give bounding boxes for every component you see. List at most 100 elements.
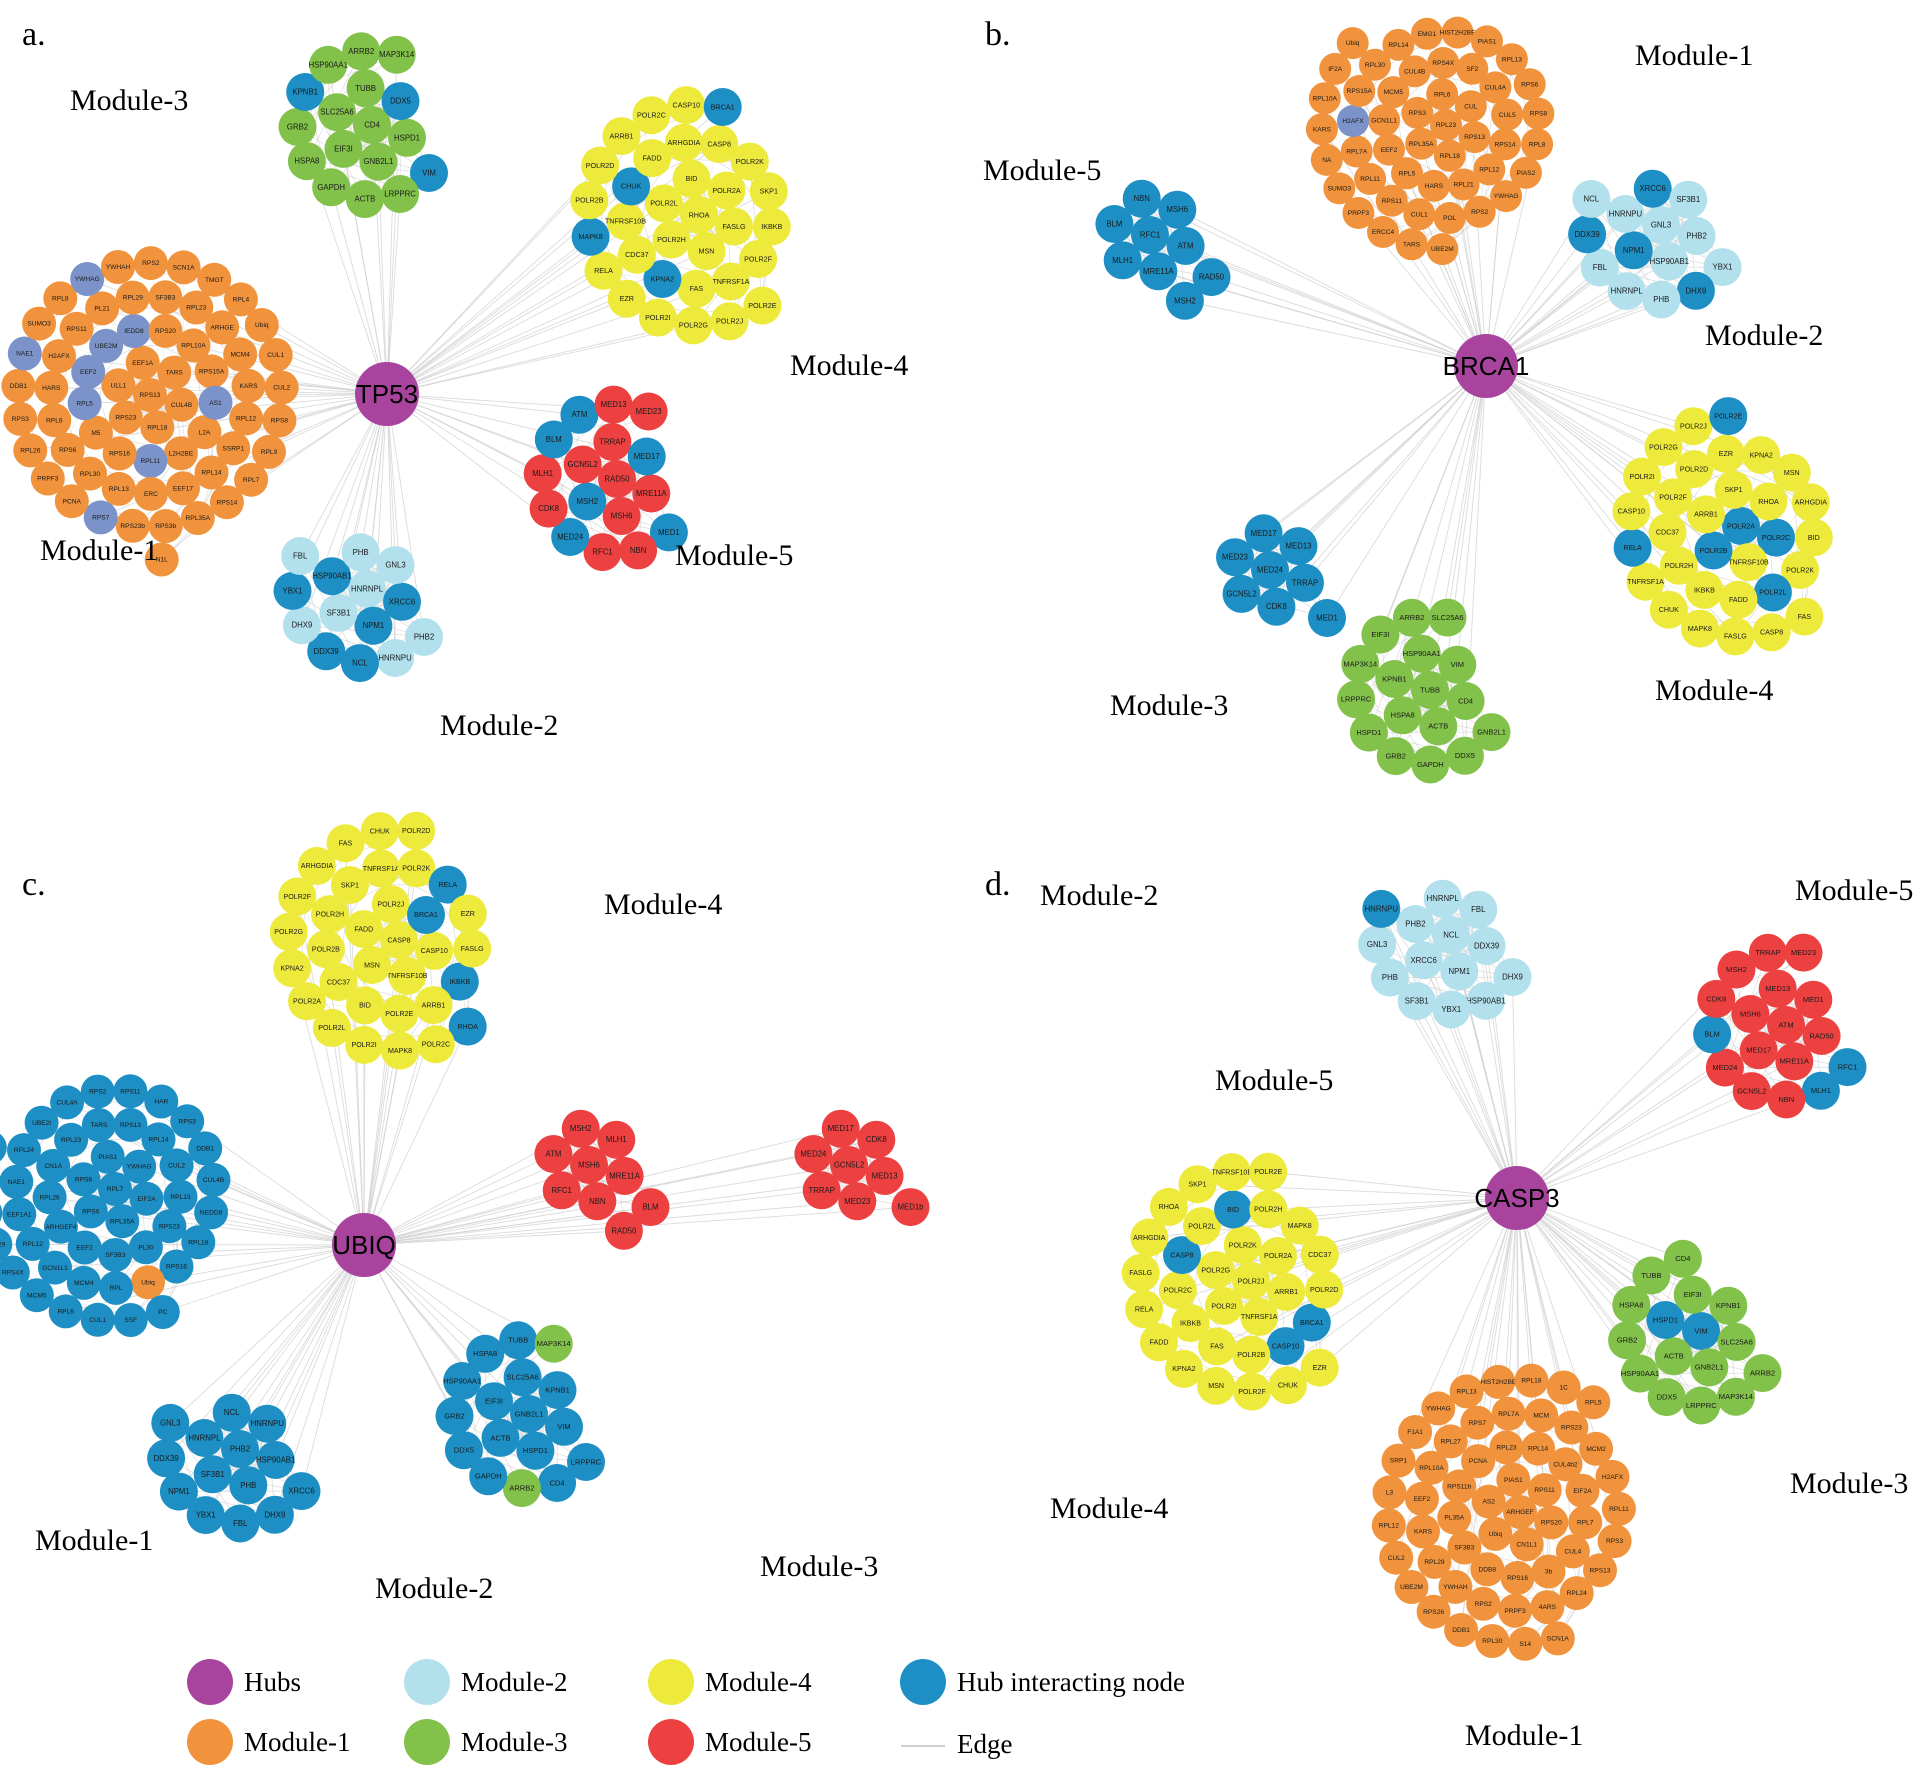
svg-text:GAPDH: GAPDH	[475, 1472, 502, 1481]
svg-text:RPL14: RPL14	[1388, 42, 1408, 49]
svg-text:KARS: KARS	[1313, 126, 1332, 133]
svg-text:FASLG: FASLG	[722, 222, 746, 231]
svg-text:MED24: MED24	[1712, 1063, 1737, 1072]
svg-text:ACTB: ACTB	[1428, 722, 1448, 731]
svg-text:NPM1: NPM1	[363, 621, 385, 630]
svg-text:CUL1: CUL1	[89, 1317, 106, 1324]
svg-text:PHB: PHB	[1653, 295, 1669, 304]
svg-text:CUL1: CUL1	[267, 352, 284, 359]
svg-text:RPS23: RPS23	[115, 415, 136, 422]
svg-text:AS1: AS1	[209, 400, 222, 407]
svg-text:RPL26: RPL26	[40, 1194, 60, 1201]
svg-text:RPS3: RPS3	[1606, 1538, 1624, 1545]
svg-text:ARHGDIA: ARHGDIA	[301, 862, 334, 870]
svg-text:KPNB1: KPNB1	[1716, 1301, 1741, 1310]
svg-text:TNFRSF10B: TNFRSF10B	[387, 972, 428, 980]
svg-text:TUBB: TUBB	[508, 1336, 528, 1345]
svg-text:MCM: MCM	[1533, 1413, 1549, 1420]
svg-text:RPS3: RPS3	[1409, 110, 1427, 117]
svg-text:RPS23b: RPS23b	[120, 523, 145, 530]
svg-text:RPL29: RPL29	[1424, 1559, 1444, 1566]
svg-text:Module-3: Module-3	[1110, 689, 1228, 722]
svg-text:MSH6: MSH6	[1166, 205, 1188, 214]
svg-text:PHB2: PHB2	[414, 633, 434, 642]
svg-text:ARHGDIA: ARHGDIA	[1133, 1234, 1166, 1242]
svg-text:HNRNPL: HNRNPL	[1427, 894, 1460, 903]
svg-text:RPL13: RPL13	[170, 1194, 190, 1201]
svg-text:EEF2: EEF2	[1381, 147, 1398, 154]
svg-text:PHB2: PHB2	[1405, 920, 1425, 929]
svg-text:EZR: EZR	[1719, 450, 1733, 458]
svg-text:POLR2F: POLR2F	[1238, 1388, 1266, 1396]
svg-text:MAPK8: MAPK8	[1688, 625, 1712, 633]
svg-text:RPS7: RPS7	[1469, 1420, 1487, 1427]
svg-text:RPL29: RPL29	[0, 1242, 6, 1249]
svg-text:MED23: MED23	[1222, 553, 1248, 562]
svg-text:TNFRSF1A: TNFRSF1A	[363, 865, 400, 873]
svg-text:HSPA8: HSPA8	[473, 1349, 497, 1358]
svg-text:EZR: EZR	[620, 294, 634, 303]
svg-text:MLH1: MLH1	[606, 1135, 627, 1144]
svg-text:RPS3: RPS3	[12, 416, 30, 423]
svg-text:RAD50: RAD50	[1199, 273, 1225, 282]
svg-text:TNFRSF1A: TNFRSF1A	[1241, 1313, 1278, 1321]
svg-text:POLR2D: POLR2D	[1680, 465, 1708, 473]
svg-text:GNB2L1: GNB2L1	[1477, 728, 1506, 737]
svg-text:RPS8: RPS8	[271, 418, 289, 425]
svg-text:RPL: RPL	[109, 1285, 122, 1292]
svg-text:Module-3: Module-3	[461, 1727, 567, 1757]
svg-text:Ubiq: Ubiq	[141, 1279, 155, 1286]
svg-text:NBN: NBN	[589, 1197, 605, 1206]
svg-text:MRE11A: MRE11A	[609, 1172, 640, 1181]
svg-text:NCL: NCL	[1443, 931, 1459, 940]
svg-text:RPS3b: RPS3b	[155, 523, 176, 530]
svg-text:CUL4b2: CUL4b2	[1553, 1461, 1578, 1468]
svg-text:POLR2I: POLR2I	[645, 313, 671, 322]
svg-text:BRCA1: BRCA1	[1300, 1319, 1324, 1327]
svg-text:TRRAP: TRRAP	[599, 438, 625, 447]
svg-text:XRCC6: XRCC6	[288, 1487, 314, 1496]
svg-text:TUBB: TUBB	[355, 84, 376, 93]
svg-text:MSN: MSN	[1784, 469, 1800, 477]
svg-text:YWHAG: YWHAG	[127, 1164, 152, 1171]
svg-text:POLR2I: POLR2I	[1211, 1302, 1236, 1310]
svg-text:KPNB1: KPNB1	[1382, 674, 1407, 683]
svg-text:CUL4A: CUL4A	[1485, 85, 1507, 92]
svg-text:RPL5: RPL5	[76, 400, 93, 407]
svg-text:RPL7A: RPL7A	[1346, 149, 1367, 156]
svg-text:FAS: FAS	[1210, 1343, 1224, 1351]
svg-text:TRRAP: TRRAP	[1755, 948, 1780, 957]
svg-text:RPL10A: RPL10A	[1419, 1465, 1444, 1472]
svg-text:Module-3: Module-3	[760, 1550, 878, 1583]
svg-text:Module-2: Module-2	[440, 709, 558, 742]
svg-text:PL30: PL30	[138, 1244, 154, 1251]
svg-text:SRP1: SRP1	[1390, 1458, 1408, 1465]
svg-text:GNL3: GNL3	[1651, 221, 1671, 230]
svg-text:DDX39: DDX39	[154, 1454, 179, 1463]
svg-text:BLM: BLM	[1106, 220, 1122, 229]
svg-text:DDX5: DDX5	[390, 97, 411, 106]
svg-text:HSP90AB1: HSP90AB1	[312, 572, 351, 581]
svg-text:HNRNPL: HNRNPL	[351, 585, 384, 594]
svg-text:RPS7: RPS7	[92, 515, 110, 522]
svg-text:GCN1L1: GCN1L1	[1371, 118, 1397, 125]
svg-text:GCN5L2: GCN5L2	[1737, 1087, 1766, 1096]
svg-text:IF2A: IF2A	[1328, 66, 1343, 73]
svg-text:MED17: MED17	[1251, 529, 1277, 538]
svg-text:GCN1L1: GCN1L1	[42, 1265, 68, 1272]
svg-text:SCN1A: SCN1A	[1547, 1636, 1570, 1643]
svg-text:MLH1: MLH1	[1811, 1086, 1831, 1095]
svg-text:UBE2M: UBE2M	[1400, 1584, 1423, 1591]
svg-text:POLR2E: POLR2E	[1714, 412, 1742, 420]
svg-text:POLR2A: POLR2A	[1264, 1252, 1292, 1260]
svg-text:TRRAP: TRRAP	[808, 1186, 834, 1195]
svg-text:DDB1: DDB1	[196, 1146, 214, 1153]
svg-text:RPS23: RPS23	[159, 1223, 180, 1230]
svg-text:RAD50: RAD50	[604, 475, 630, 484]
svg-text:GNB2L1: GNB2L1	[363, 157, 393, 166]
svg-text:ATM: ATM	[1178, 242, 1194, 251]
svg-text:FBL: FBL	[233, 1519, 248, 1528]
svg-text:MED24: MED24	[557, 532, 584, 541]
svg-text:PCNA: PCNA	[1469, 1458, 1488, 1465]
svg-text:BID: BID	[1808, 534, 1820, 542]
